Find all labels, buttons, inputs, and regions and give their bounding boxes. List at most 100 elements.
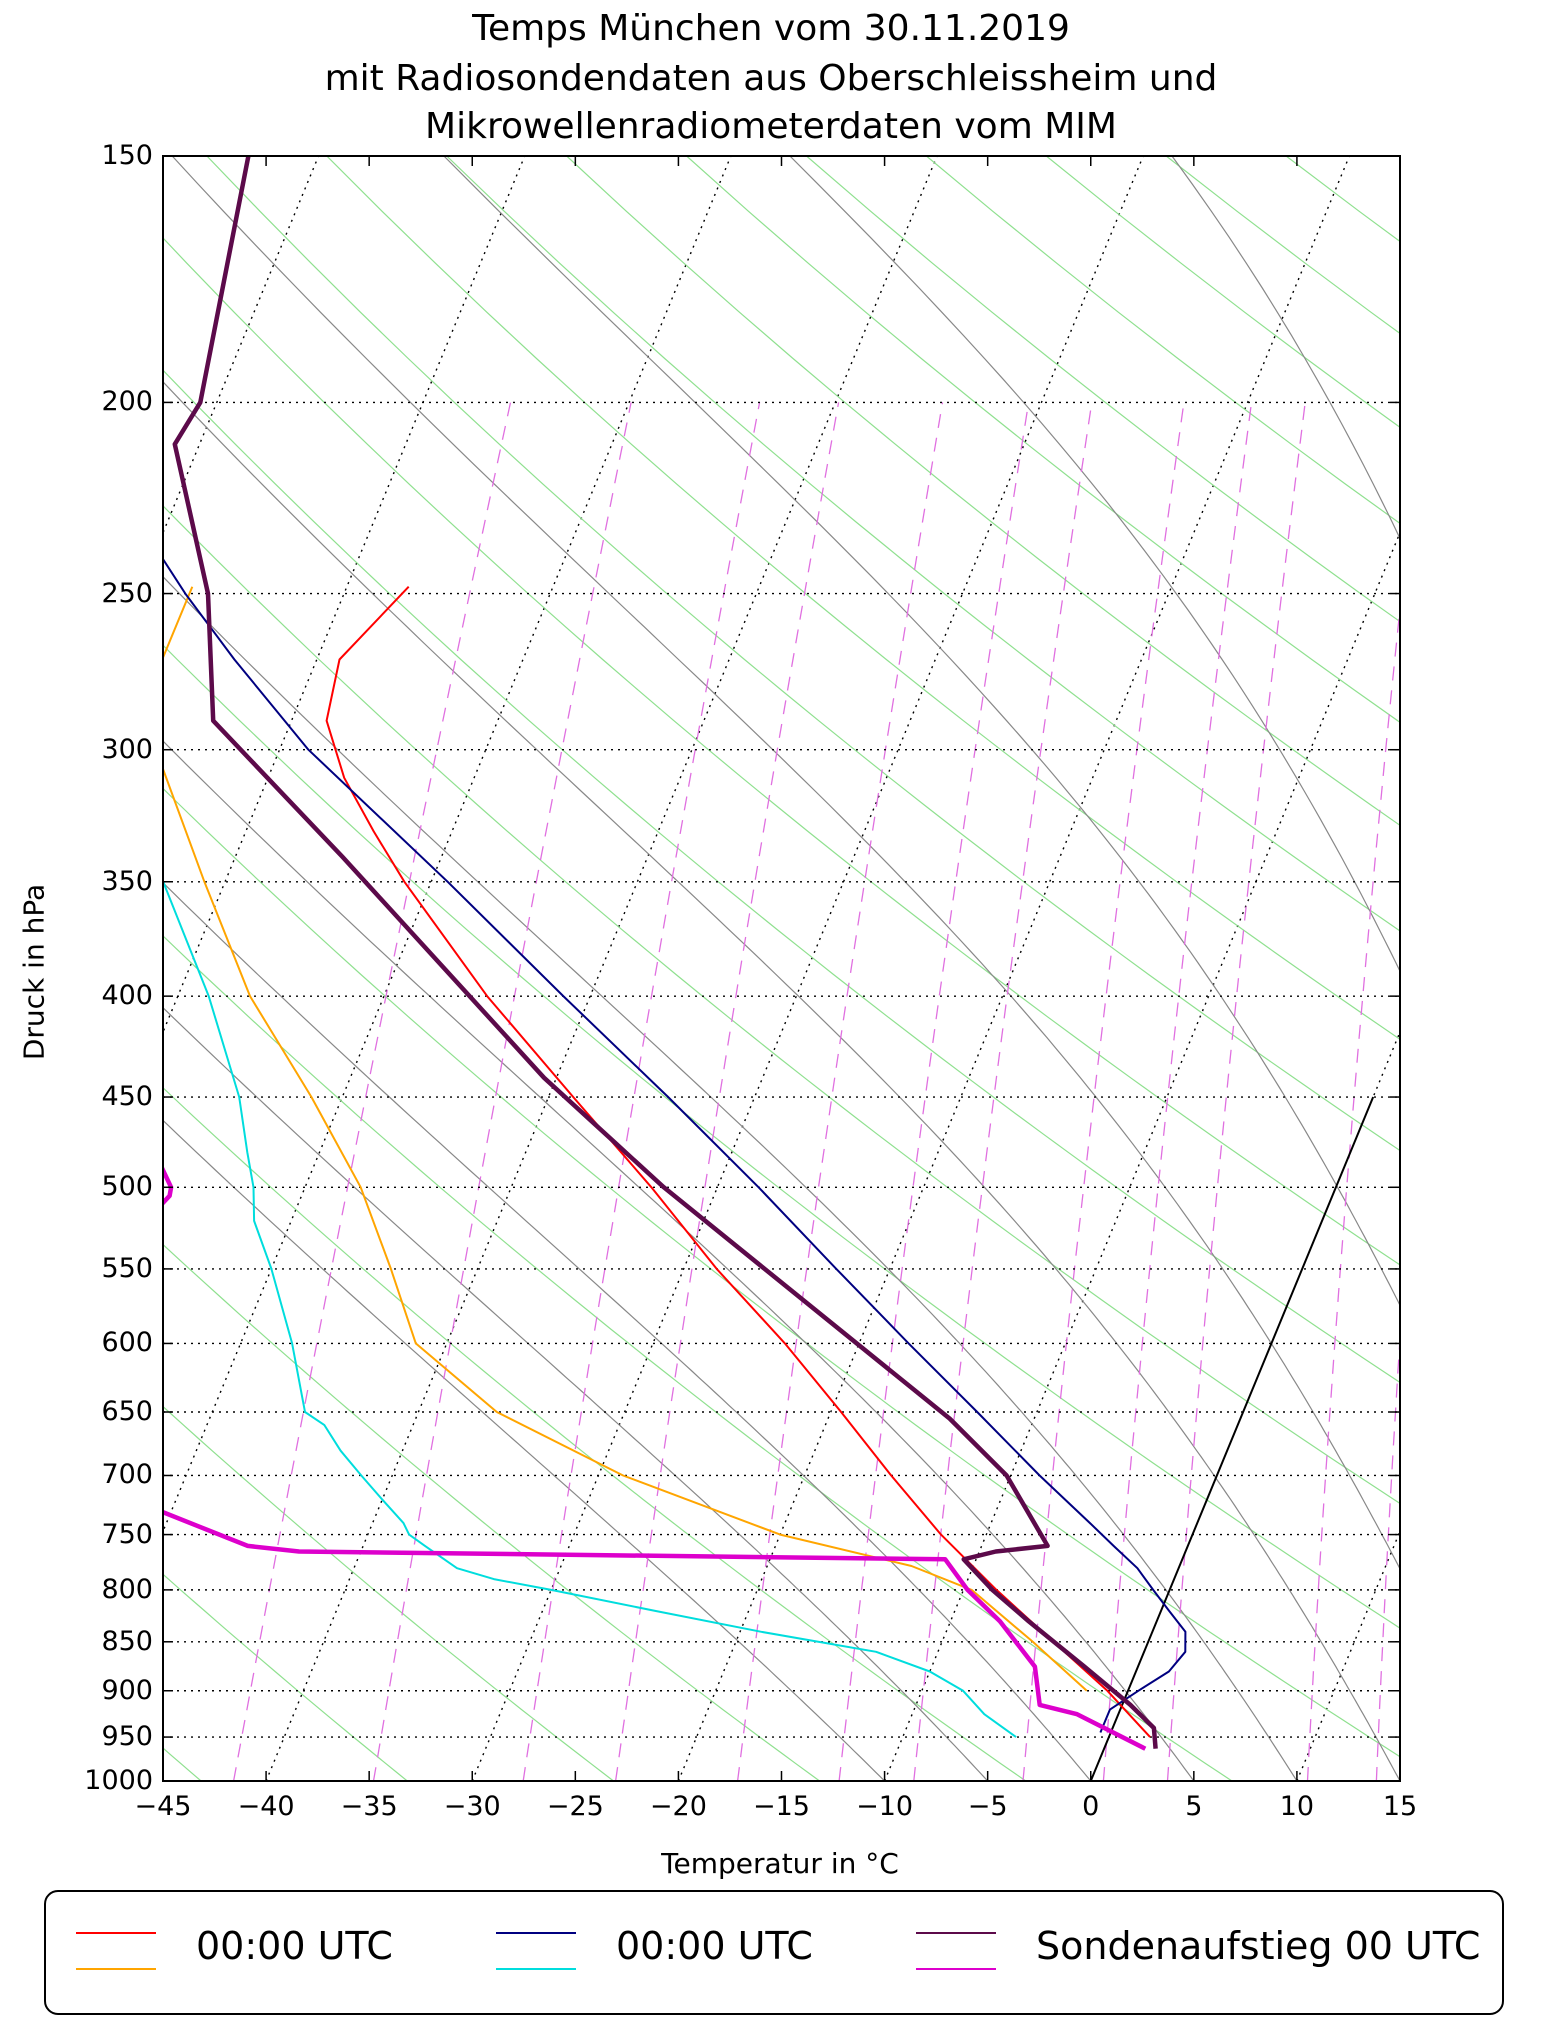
grid-layer (163, 156, 1542, 1781)
series-line-1 (325, 586, 1151, 1738)
y-tick-label: 650 (101, 1396, 153, 1427)
y-tick-label: 750 (101, 1518, 153, 1550)
dry-adiabat (163, 1573, 408, 1781)
y-tick-label: 300 (101, 733, 153, 765)
moist-adiabat (163, 881, 1092, 1781)
dry-adiabat (163, 644, 1400, 1629)
mixing-ratio-line (522, 402, 761, 1781)
x-tick-label: −45 (134, 1791, 192, 1822)
legend-label: Sondenaufstieg 00 UTC (1036, 1924, 1481, 1968)
moist-adiabat (163, 740, 1195, 1781)
y-tick-label: 600 (101, 1327, 153, 1359)
y-tick-label: 550 (101, 1252, 153, 1284)
dry-adiabat (926, 156, 1400, 525)
x-tick-label: 5 (1185, 1791, 1203, 1822)
y-axis-label: Druck in hPa (17, 883, 51, 1061)
mixing-ratio-line (372, 402, 632, 1781)
moist-adiabat (1171, 156, 1400, 540)
dry-adiabat (446, 156, 1400, 932)
y-tick-label: 200 (101, 386, 153, 418)
axes-layer (162, 155, 1401, 1782)
moist-adiabat (163, 575, 1298, 1781)
mixing-ratio-line (1306, 602, 1400, 1781)
mixing-ratio-line (232, 402, 512, 1781)
x-axis-label: Temperatur in °C (661, 1847, 899, 1880)
x-tick-label: 15 (1382, 1791, 1418, 1822)
moist-adiabat (163, 380, 1400, 1781)
dry-adiabat (163, 237, 1400, 1266)
x-tick-label: −25 (546, 1791, 604, 1822)
dry-adiabat (163, 1243, 820, 1781)
dry-adiabat (163, 1405, 614, 1781)
series-line-2 (163, 586, 1088, 1692)
dry-adiabat (806, 156, 1400, 623)
series-layer (163, 156, 1187, 1751)
dry-adiabat (566, 156, 1400, 827)
y-tick-label: 700 (101, 1459, 153, 1491)
x-tick-label: −30 (443, 1791, 501, 1822)
title-line-1: Temps München vom 30.11.2019 (472, 8, 1070, 49)
moist-adiabat (443, 156, 1400, 1307)
isotherm (1090, 1030, 1400, 1781)
x-tick-label: −5 (967, 1791, 1008, 1822)
isotherm (1296, 1529, 1400, 1781)
dry-adiabat (326, 156, 1400, 1041)
isotherm (265, 156, 938, 1781)
legend-label: 00:00 UTC (616, 1924, 813, 1968)
x-tick-label: −10 (856, 1791, 914, 1822)
dry-adiabat (163, 935, 1233, 1781)
legend-label: 00:00 UTC (196, 1924, 393, 1968)
mixing-ratio-line (1102, 402, 1253, 1781)
y-tick-label: 500 (101, 1171, 153, 1203)
mixing-ratio-line (614, 402, 840, 1781)
legend-swatch (916, 1968, 996, 1970)
mixing-ratio-line (1527, 402, 1542, 1781)
dry-adiabat (1165, 156, 1400, 335)
dry-adiabat (1045, 156, 1400, 429)
x-tick-label: 0 (1082, 1791, 1100, 1822)
dry-adiabat (163, 505, 1400, 1505)
title-line-2: mit Radiosondendaten aus Oberschleisshei… (324, 58, 1218, 99)
moist-adiabat (789, 156, 1400, 973)
y-tick-label: 450 (101, 1081, 153, 1113)
isotherm (163, 156, 732, 1534)
legend-swatch (496, 1968, 576, 1970)
x-tick-label: 10 (1279, 1791, 1315, 1822)
series-line-5 (172, 156, 1158, 1749)
series-line-4 (163, 878, 1017, 1738)
x-tick-label: −40 (237, 1791, 295, 1822)
legend: 00:00 UTC 00:00 UTC Sondenaufstieg 00 UTC (44, 1890, 1504, 2015)
dry-adiabat (163, 787, 1400, 1758)
x-tick-label: −20 (649, 1791, 707, 1822)
x-tick-label: −35 (340, 1791, 398, 1822)
series-line-3 (163, 558, 1187, 1733)
legend-swatch (76, 1968, 156, 1970)
y-tick-label: 950 (101, 1721, 153, 1753)
dry-adiabat (686, 156, 1400, 724)
legend-swatch (76, 1932, 156, 1934)
y-tick-label: 800 (101, 1573, 153, 1605)
dry-adiabat (163, 1086, 1027, 1781)
series-line-6 (163, 1164, 1147, 1751)
plot-frame (162, 155, 1401, 1782)
mixing-ratio-line (736, 402, 944, 1781)
x-tick-label: −15 (753, 1791, 810, 1822)
moist-adiabat (171, 156, 1400, 1571)
isotherm (677, 156, 1351, 1781)
dry-adiabat (206, 156, 1400, 1152)
mixing-ratio-line (913, 402, 1093, 1781)
mixing-ratio-line (1375, 1328, 1400, 1781)
moist-adiabat (163, 1119, 886, 1781)
y-tick-label: 250 (101, 577, 153, 609)
dry-adiabat (1285, 156, 1400, 243)
y-tick-label: 900 (101, 1674, 153, 1706)
dry-adiabat (1406, 156, 1542, 1781)
y-tick-label: 400 (101, 980, 153, 1012)
mixing-ratio-line (1166, 402, 1306, 1781)
legend-swatch (916, 1932, 996, 1934)
y-tick-label: 150 (101, 140, 153, 171)
legend-swatch (496, 1932, 576, 1934)
y-tick-label: 350 (101, 865, 153, 897)
zero-isotherm (1089, 1096, 1375, 1781)
title-line-3: Mikrowellenradiometerdaten vom MIM (425, 106, 1117, 147)
